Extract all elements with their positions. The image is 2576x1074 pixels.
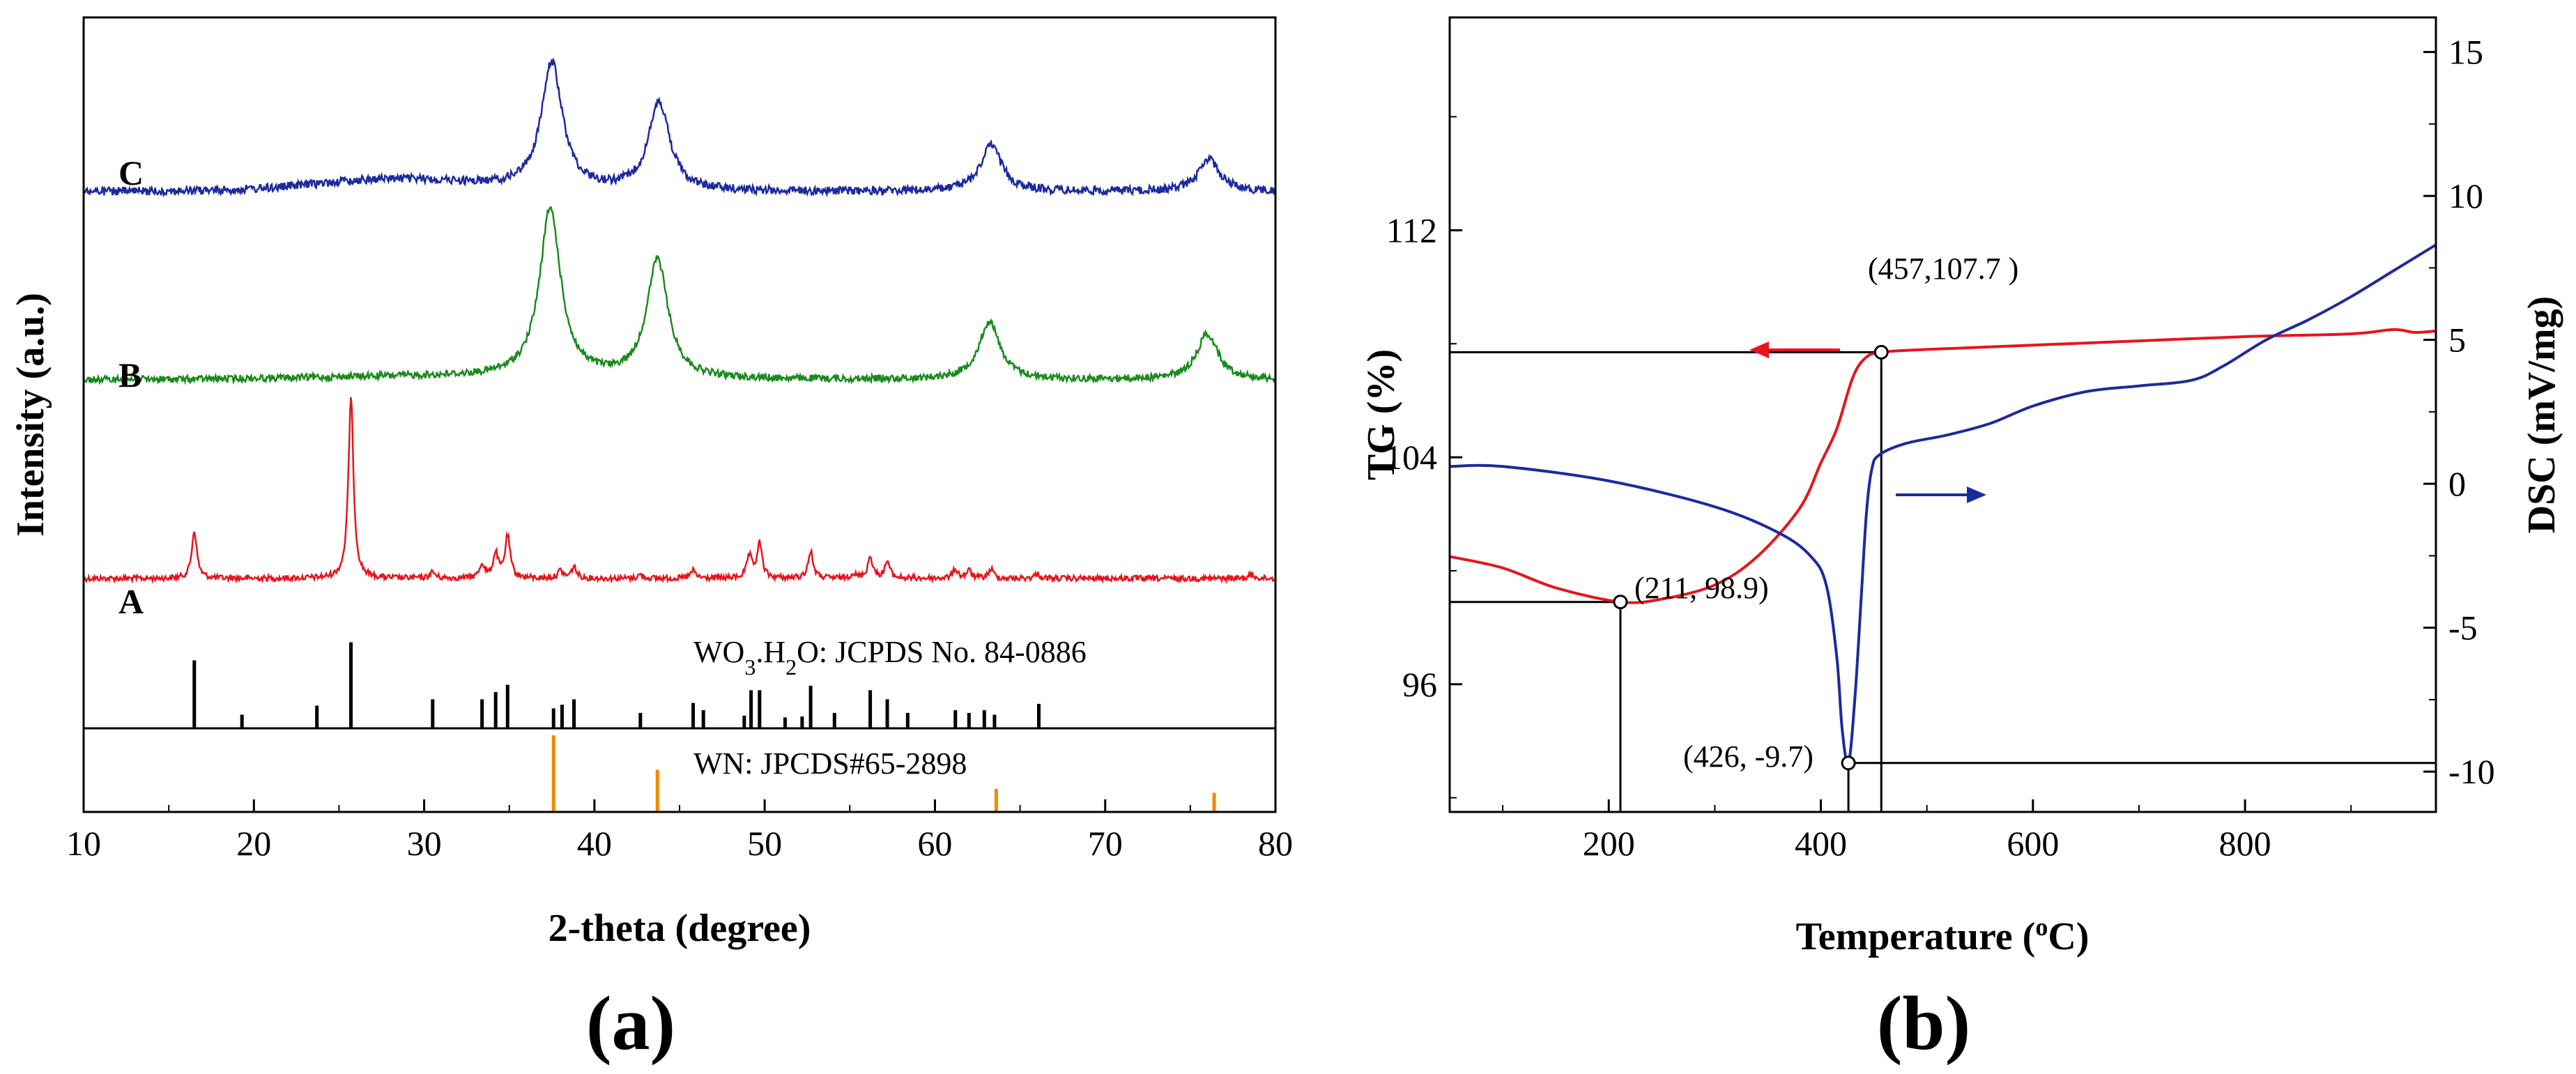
annotation-markers bbox=[1613, 344, 1889, 771]
panel-label-a: (a) bbox=[586, 981, 675, 1066]
annotation-457: (457,107.7 ) bbox=[1868, 252, 2018, 286]
annotation-marker bbox=[1613, 594, 1628, 610]
x-tick-label-a: 40 bbox=[577, 824, 612, 863]
plot-frame-b bbox=[1448, 16, 2437, 813]
annotation-marker bbox=[1841, 755, 1856, 771]
plot-frame-a bbox=[82, 16, 1277, 813]
y-tick-label-right: 15 bbox=[2448, 33, 2483, 72]
axis-ticks-b: 200 400 600 800 96 104 112 15 10 5 0 -5 -10 bbox=[1385, 33, 2495, 863]
y-tick-label-right: 5 bbox=[2448, 321, 2466, 360]
ref-label-wo3h2o: WO3.H2O: JCPDS No. 84-0886 bbox=[693, 635, 1087, 680]
x-tick-label-b: 600 bbox=[2007, 824, 2059, 863]
series-label-B: B bbox=[118, 355, 141, 394]
series-label-A: A bbox=[118, 582, 144, 621]
y-axis-label-a: Intensity (a.u.) bbox=[9, 293, 52, 537]
x-tick-label-a: 20 bbox=[236, 824, 271, 863]
x-tick-label-a: 70 bbox=[1088, 824, 1123, 863]
annotation-426: (426, -9.7) bbox=[1683, 739, 1814, 774]
x-tick-label-a: 30 bbox=[407, 824, 442, 863]
x-axis-label-a: 2-theta (degree) bbox=[549, 907, 811, 950]
ref-label-wn: WN: JPCDS#65-2898 bbox=[693, 746, 967, 781]
y-tick-label-right: -10 bbox=[2448, 752, 2495, 791]
tg-axis-arrow bbox=[1749, 342, 1840, 358]
x-ticks-a: 10 20 30 40 50 60 70 80 bbox=[66, 799, 1293, 863]
x-tick-label-a: 60 bbox=[917, 824, 952, 863]
ref-lines-wn bbox=[551, 735, 1216, 812]
y-tick-label-left: 112 bbox=[1386, 210, 1437, 250]
thermal-series bbox=[1449, 243, 2437, 765]
y-axis-label-right-b: DSC (mV/mg) bbox=[2520, 296, 2563, 534]
x-axis-label-b: Temperature (oC) bbox=[1796, 913, 2090, 958]
x-tick-label-a: 80 bbox=[1258, 824, 1293, 863]
x-tick-label-b: 800 bbox=[2219, 824, 2271, 863]
annotation-211: (211, 98.9) bbox=[1634, 571, 1769, 605]
y-tick-label-right: -5 bbox=[2448, 608, 2478, 647]
xrd-series-B bbox=[82, 206, 1276, 385]
x-tick-label-a: 50 bbox=[747, 824, 782, 863]
curve-tg bbox=[1449, 328, 2437, 604]
panel-b: 200 400 600 800 96 104 112 15 10 5 0 -5 -10 (457,107… bbox=[1360, 16, 2563, 1066]
y-tick-label-right: 10 bbox=[2448, 176, 2483, 215]
annotation-marker bbox=[1873, 344, 1889, 360]
dsc-axis-arrow bbox=[1896, 486, 1986, 503]
x-tick-label-b: 400 bbox=[1795, 824, 1847, 863]
xrd-series-A bbox=[82, 397, 1276, 585]
curve-dsc bbox=[1449, 243, 2437, 765]
panel-a: 10 20 30 40 50 60 70 80 C B A WO3.H2O: JCPDS No… bbox=[9, 16, 1293, 1066]
y-tick-label-left: 96 bbox=[1402, 665, 1437, 704]
y-tick-label-left: 104 bbox=[1385, 438, 1437, 477]
guide-lines bbox=[1450, 351, 2436, 812]
x-tick-label-a: 10 bbox=[66, 824, 101, 863]
panel-label-b: (b) bbox=[1877, 981, 1970, 1066]
y-axis-label-left-b: TG (%) bbox=[1360, 349, 1403, 480]
series-label-C: C bbox=[118, 153, 144, 192]
ref-lines-wo3h2o bbox=[192, 642, 1041, 728]
xrd-series-C bbox=[83, 56, 1277, 198]
x-tick-label-b: 200 bbox=[1583, 824, 1635, 863]
y-tick-label-right: 0 bbox=[2448, 464, 2466, 503]
xrd-series bbox=[82, 56, 1277, 585]
